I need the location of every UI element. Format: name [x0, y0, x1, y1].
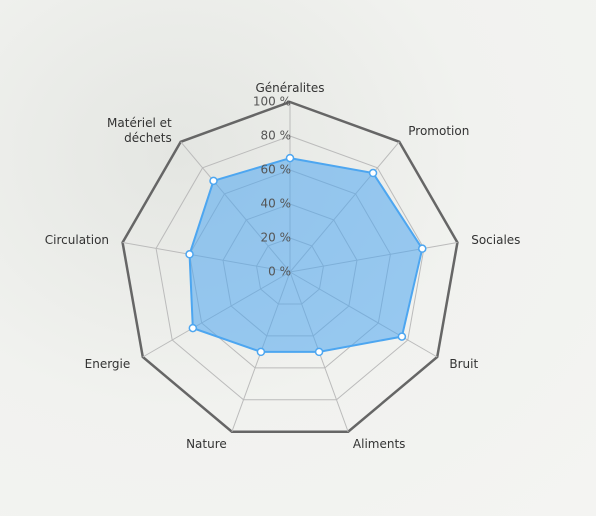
y-tick-label: 60 % — [261, 163, 292, 177]
category-label: Aliments — [353, 437, 406, 452]
data-point — [370, 170, 377, 177]
category-label: Sociales — [471, 233, 520, 248]
category-label: Energie — [85, 357, 131, 372]
data-point — [316, 348, 323, 355]
category-label: Circulation — [45, 233, 109, 248]
data-point — [287, 155, 294, 162]
y-tick-label: 40 % — [261, 197, 292, 211]
chart-svg: 0 % 20 % 40 % 60 % 80 % 100 % — [0, 0, 596, 516]
data-point — [257, 348, 264, 355]
category-label: Promotion — [408, 124, 469, 139]
category-label: Matériel et déchets — [92, 116, 172, 146]
data-point — [398, 333, 405, 340]
category-label: Généralites — [256, 81, 325, 96]
y-tick-label: 0 % — [268, 265, 291, 279]
category-label: Bruit — [449, 357, 478, 372]
y-tick-label: 80 % — [261, 129, 292, 143]
data-point — [419, 245, 426, 252]
y-tick-label: 20 % — [261, 231, 292, 245]
chart: 0 % 20 % 40 % 60 % 80 % 100 % Généralites Prom… — [0, 0, 596, 516]
data-point — [189, 325, 196, 332]
data-point — [186, 251, 193, 258]
data-point — [210, 177, 217, 184]
category-label: Nature — [186, 437, 227, 452]
series-area — [190, 158, 423, 352]
y-tick-label: 100 % — [253, 95, 291, 109]
